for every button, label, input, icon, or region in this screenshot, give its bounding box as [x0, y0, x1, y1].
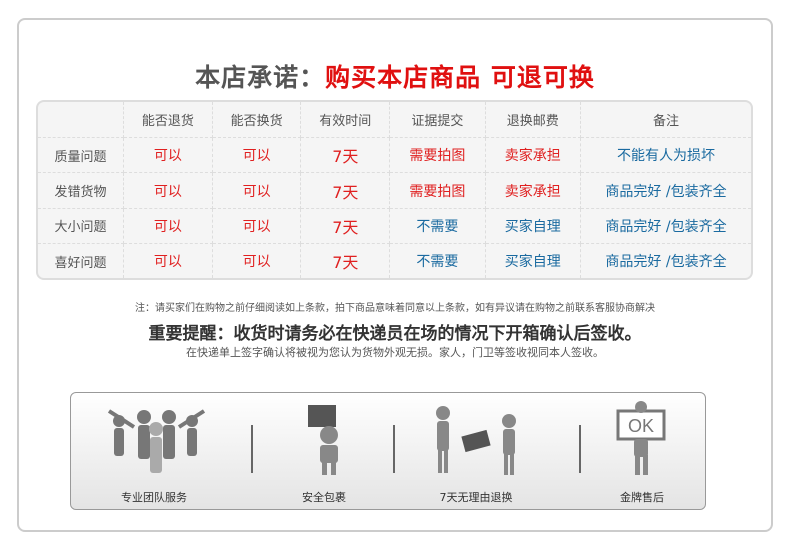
exchange-icon: [436, 406, 516, 475]
column-header: 证据提交: [390, 102, 486, 138]
table-row: 大小问题 可以 可以 7天 不需要 买家自理 商品完好 /包装齐全: [38, 208, 751, 245]
cell-label: 质量问题: [38, 138, 124, 174]
cell-shipping: 卖家承担: [485, 173, 581, 209]
important-warning: 重要提醒：收货时请务必在快递员在场的情况下开箱确认后签收。: [148, 324, 642, 344]
cell-evidence: 不需要: [390, 208, 486, 245]
cell-remark: 商品完好 /包装齐全: [581, 173, 751, 209]
cell-shipping: 买家自理: [486, 244, 581, 278]
column-header: [38, 102, 124, 138]
service-team: 专业团队服务: [79, 393, 229, 511]
cell-remark: 商品完好 /包装齐全: [581, 209, 751, 245]
table-row: 发错货物 可以 可以 7天 需要拍图 卖家承担 商品完好 /包装齐全: [38, 173, 751, 209]
table-row: 喜好问题 可以 可以 7天 不需要 买家自理 商品完好 /包装齐全: [38, 244, 751, 278]
services-panel: 专业团队服务 安全包裹 7天无理由退换 OK 金牌售后: [70, 392, 706, 510]
cell-return: 可以: [124, 173, 213, 209]
divider: [579, 425, 581, 473]
cell-exchange: 可以: [213, 244, 302, 278]
divider: [393, 425, 395, 473]
cell-period: 7天: [301, 244, 391, 278]
page-title: 本店承诺：购买本店商品 可退可换: [195, 63, 595, 92]
divider: [251, 425, 253, 473]
cell-period: 7天: [301, 208, 391, 245]
column-header: 能否退货: [124, 102, 213, 138]
column-header: 有效时间: [301, 102, 391, 138]
cell-remark: 不能有人为损坏: [581, 138, 751, 174]
column-header: 退换邮费: [485, 102, 581, 138]
warning-detail: 在快递单上签字确认将被视为您认为货物外观无损。家人，门卫等签收视同本人签收。: [186, 346, 604, 359]
cell-evidence: 不需要: [390, 244, 486, 278]
package-icon: [308, 405, 338, 475]
cell-period: 7天: [301, 173, 391, 209]
cell-return: 可以: [124, 138, 213, 174]
table-row: 质量问题 可以 可以 7天 需要拍图 卖家承担 不能有人为损坏: [38, 138, 751, 174]
cell-exchange: 可以: [212, 173, 302, 209]
svg-text:OK: OK: [628, 416, 654, 436]
cell-evidence: 需要拍图: [390, 173, 486, 209]
team-icon: [107, 409, 206, 473]
cell-shipping: 卖家承担: [485, 138, 581, 174]
ok-sign-icon: OK: [616, 401, 666, 475]
terms-note: 注：请买家们在购物之前仔细阅读如上条款，拍下商品意味着同意以上条款，如有异议请在…: [135, 303, 655, 314]
cell-evidence: 需要拍图: [390, 138, 486, 174]
cell-period: 7天: [301, 138, 391, 174]
return-policy-table: 能否退货 能否换货 有效时间 证据提交 退换邮费 备注 质量问题 可以 可以 7天 需要拍图 卖家承…: [36, 100, 753, 280]
service-exchange: 7天无理由退换: [401, 393, 551, 511]
cell-label: 发错货物: [38, 173, 124, 209]
column-header: 备注: [581, 102, 751, 138]
cell-label: 喜好问题: [38, 244, 124, 278]
cell-label: 大小问题: [38, 208, 124, 245]
cell-remark: 商品完好 /包装齐全: [605, 254, 727, 271]
service-package: 安全包裹: [249, 393, 399, 511]
service-aftersale: OK 金牌售后: [567, 393, 717, 511]
cell-exchange: 可以: [212, 138, 302, 174]
cell-shipping: 买家自理: [485, 208, 581, 245]
column-header: 能否换货: [212, 102, 302, 138]
cell-exchange: 可以: [212, 208, 302, 245]
cell-return: 可以: [124, 244, 213, 278]
cell-return: 可以: [124, 208, 213, 245]
